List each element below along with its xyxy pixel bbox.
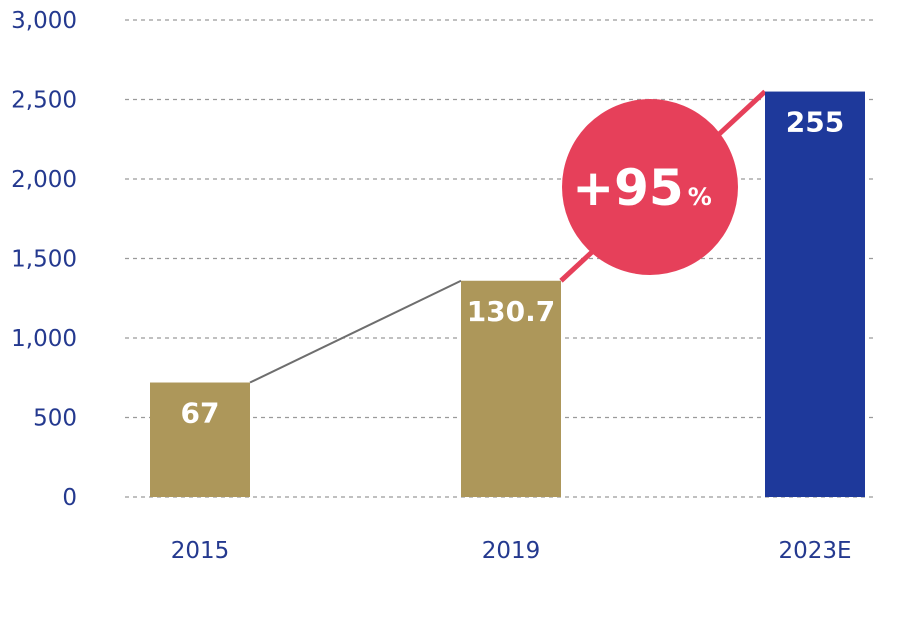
- bar-value-label: 130.7: [467, 295, 556, 328]
- growth-badge-text: +95%: [572, 159, 712, 217]
- bar: [461, 280, 561, 497]
- bar: [765, 91, 865, 498]
- bar-value-label: 67: [181, 397, 220, 430]
- y-tick-label: 500: [33, 406, 77, 432]
- y-tick-label: 3,000: [11, 8, 77, 34]
- y-tick-label: 1,500: [11, 247, 77, 273]
- growth-badge: +95%: [562, 99, 738, 275]
- growth-badge-circle: [562, 99, 738, 275]
- y-tick-label: 2,500: [11, 88, 77, 114]
- x-axis: 2015 2019 2023E: [171, 538, 852, 564]
- x-tick-label: 2019: [482, 538, 541, 564]
- bar-value-label: 255: [786, 106, 844, 139]
- bar-value-labels: 67 130.7 255: [181, 106, 845, 430]
- y-tick-label: 2,000: [11, 167, 77, 193]
- y-axis: 0 500 1,000 1,500 2,000 2,500 3,000: [11, 8, 77, 511]
- y-tick-label: 0: [62, 485, 77, 511]
- growth-value: +95: [572, 159, 683, 217]
- trend-connector-line: [249, 279, 462, 384]
- bar: [150, 382, 250, 497]
- gridlines: [125, 19, 875, 498]
- bars: [150, 91, 865, 498]
- x-tick-label: 2023E: [778, 538, 851, 564]
- y-tick-label: 1,000: [11, 326, 77, 352]
- x-tick-label: 2015: [171, 538, 230, 564]
- growth-unit: %: [688, 183, 712, 211]
